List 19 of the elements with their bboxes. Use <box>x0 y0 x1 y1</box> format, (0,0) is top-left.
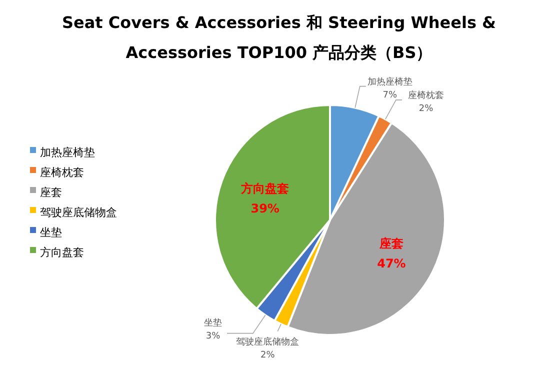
legend-label: 加热座椅垫 <box>40 146 95 160</box>
data-label: 2% <box>260 350 276 360</box>
legend-label: 方向盘套 <box>40 246 84 260</box>
data-label: 7% <box>382 90 398 100</box>
slice-label: 坐垫 <box>204 317 222 328</box>
data-label: 39% <box>250 202 280 216</box>
chart-title: Seat Covers & Accessories 和 Steering Wheels & Accessories TOP100 产品分类（BS） <box>62 13 496 62</box>
slice-label: 方向盘套 <box>240 182 290 196</box>
slice-label: 座椅枕套 <box>408 90 444 101</box>
slice-label: 座套 <box>378 236 404 250</box>
slice-label: 驾驶座底储物盒 <box>236 336 300 348</box>
data-label: 47% <box>377 256 406 270</box>
legend-label: 座套 <box>40 186 62 200</box>
data-label: 3% <box>206 331 221 342</box>
legend-label: 座椅枕套 <box>40 166 84 180</box>
data-label: 2% <box>418 104 434 114</box>
legend-label: 坐垫 <box>40 226 62 240</box>
slice-label: 加热座椅垫 <box>367 76 412 88</box>
legend-label: 驾驶座底储物盒 <box>40 206 117 220</box>
